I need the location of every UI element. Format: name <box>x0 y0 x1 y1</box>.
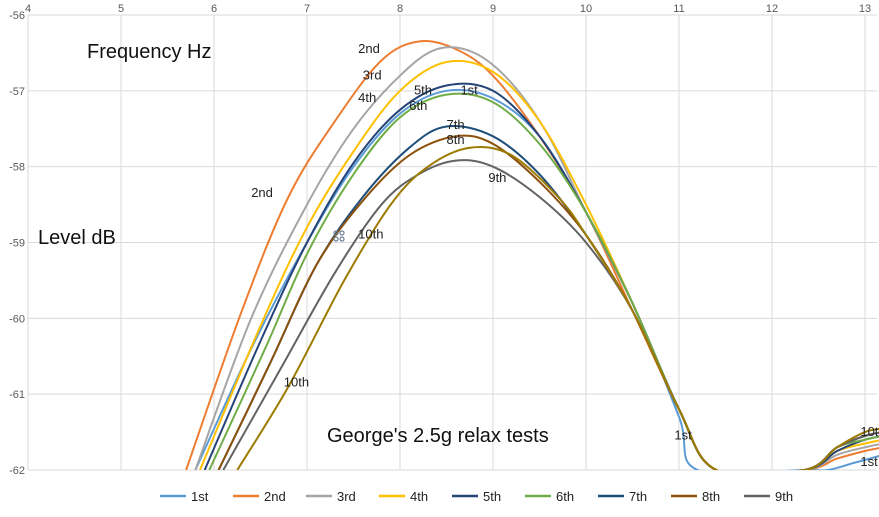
series-line-10th <box>236 145 879 470</box>
series-line-5th <box>203 82 879 470</box>
legend-label: 2nd <box>264 489 286 504</box>
legend-item: 3rd <box>306 489 356 504</box>
annotation-label: 9th <box>488 170 506 185</box>
y-tick-label: -56 <box>9 10 25 22</box>
x-tick-label: 7 <box>304 3 310 15</box>
annotation-label: 10th <box>358 227 383 242</box>
legend-item: 1st <box>160 489 209 504</box>
legend-label: 4th <box>410 489 428 504</box>
annotation-label: 7th <box>447 117 465 132</box>
series-line-6th <box>208 92 879 470</box>
series-line-4th <box>199 59 879 470</box>
legend-label: 9th <box>775 489 793 504</box>
y-tick-label: -60 <box>9 313 25 325</box>
legend: 1st 2nd 3rd 4th 5th 6th 7th 8th 9th <box>160 489 793 504</box>
y-tick-label: -62 <box>9 465 25 477</box>
x-tick-label: 13 <box>859 3 871 15</box>
legend-item: 9th <box>744 489 793 504</box>
y-tick-label: -59 <box>9 238 25 250</box>
annotation-label: 1st <box>860 454 878 469</box>
y-axis-label: Level dB <box>38 227 116 249</box>
x-tick-label: 12 <box>766 3 778 15</box>
series-line-9th <box>222 159 879 470</box>
y-tick-label: -61 <box>9 389 25 401</box>
legend-label: 5th <box>483 489 501 504</box>
x-tick-label: 9 <box>490 3 496 15</box>
series-line-1st <box>194 88 879 470</box>
legend-item: 6th <box>525 489 574 504</box>
x-tick-label: 8 <box>397 3 403 15</box>
move-cursor-icon <box>333 230 345 242</box>
annotation-label: 2nd <box>358 41 380 56</box>
annotation-label: 10th <box>860 424 879 439</box>
gridlines <box>27 14 877 471</box>
annotation-label: 8th <box>447 132 465 147</box>
annotation-label: 10th <box>284 375 309 390</box>
annotation-label: 1st <box>460 83 478 98</box>
annotation-label: 2nd <box>251 185 273 200</box>
legend-label: 6th <box>556 489 574 504</box>
x-tick-label: 10 <box>580 3 592 15</box>
chart-title: George's 2.5g relax tests <box>327 425 549 447</box>
series-lines <box>185 40 879 470</box>
legend-item: 2nd <box>233 489 286 504</box>
legend-item: 8th <box>671 489 720 504</box>
legend-item: 4th <box>379 489 428 504</box>
axis-ticks: 4 5 6 7 8 9 10 11 12 13 -56 -57 -58 -59 -60 -61 -62 <box>9 3 871 477</box>
annotation-label: 5th <box>414 83 432 98</box>
legend-item: 7th <box>598 489 647 504</box>
y-tick-label: -57 <box>9 86 25 98</box>
series-line-2nd <box>185 40 879 470</box>
x-tick-label: 6 <box>211 3 217 15</box>
legend-item: 5th <box>452 489 501 504</box>
y-tick-label: -58 <box>9 162 25 174</box>
x-tick-label: 11 <box>673 3 684 15</box>
annotation-label: 1st <box>674 428 692 443</box>
legend-label: 8th <box>702 489 720 504</box>
legend-label: 1st <box>191 489 209 504</box>
legend-label: 7th <box>629 489 647 504</box>
annotation-label: 6th <box>409 98 427 113</box>
legend-label: 3rd <box>337 489 356 504</box>
x-axis-label: Frequency Hz <box>87 41 212 63</box>
x-tick-label: 5 <box>118 3 124 15</box>
annotation-label: 3rd <box>363 67 382 82</box>
annotation-label: 4th <box>358 90 376 105</box>
x-tick-label: 4 <box>25 3 31 15</box>
